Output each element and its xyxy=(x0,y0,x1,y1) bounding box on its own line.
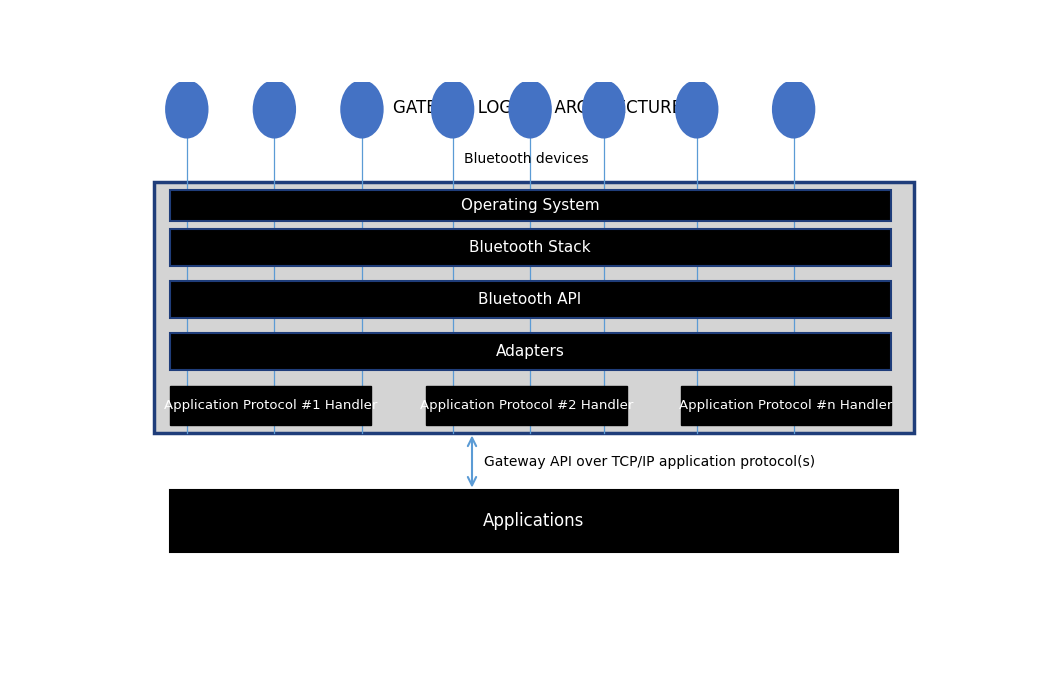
Bar xyxy=(170,386,371,425)
Text: GATEWAY LOGICAL ARCHITECTURE: GATEWAY LOGICAL ARCHITECTURE xyxy=(393,99,681,117)
Bar xyxy=(170,490,898,552)
Text: Bluetooth devices: Bluetooth devices xyxy=(464,152,589,166)
Bar xyxy=(170,229,891,266)
Text: Bluetooth API: Bluetooth API xyxy=(479,292,582,307)
Text: Application Protocol #2 Handler: Application Protocol #2 Handler xyxy=(419,399,633,412)
Ellipse shape xyxy=(582,80,626,139)
Text: Applications: Applications xyxy=(483,512,585,530)
Bar xyxy=(154,182,914,433)
Text: Adapters: Adapters xyxy=(496,344,565,359)
Bar xyxy=(170,190,891,221)
Ellipse shape xyxy=(341,80,384,139)
Ellipse shape xyxy=(772,80,815,139)
Text: Operating System: Operating System xyxy=(461,198,599,213)
Text: Application Protocol #n Handler: Application Protocol #n Handler xyxy=(679,399,893,412)
Text: Bluetooth Stack: Bluetooth Stack xyxy=(470,240,591,255)
Ellipse shape xyxy=(508,80,552,139)
Ellipse shape xyxy=(431,80,475,139)
Bar xyxy=(425,386,627,425)
Bar xyxy=(681,386,891,425)
Bar xyxy=(170,281,891,318)
Bar xyxy=(170,333,891,370)
Ellipse shape xyxy=(675,80,719,139)
Text: Application Protocol #1 Handler: Application Protocol #1 Handler xyxy=(163,399,377,412)
Ellipse shape xyxy=(166,80,209,139)
Text: Gateway API over TCP/IP application protocol(s): Gateway API over TCP/IP application prot… xyxy=(483,455,814,469)
Ellipse shape xyxy=(253,80,297,139)
